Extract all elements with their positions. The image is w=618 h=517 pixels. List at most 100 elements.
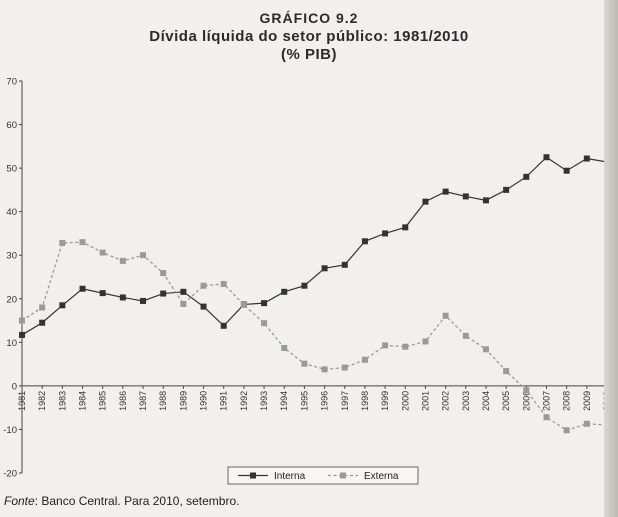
y-tick-label: 10 (6, 338, 17, 349)
data-point-interna (361, 238, 368, 245)
source-note: Fonte: Banco Central. Para 2010, setembr… (4, 494, 239, 508)
data-point-externa (462, 332, 469, 339)
x-tick-label: 2008 (562, 391, 572, 411)
x-tick-label: 1996 (320, 391, 330, 411)
data-point-interna (301, 282, 308, 289)
data-point-interna (19, 331, 25, 338)
x-tick-label: 1984 (78, 391, 88, 411)
data-point-externa (301, 360, 308, 367)
data-point-externa (341, 364, 348, 371)
data-point-interna (422, 198, 429, 205)
data-point-interna (321, 265, 328, 272)
data-point-interna (79, 285, 86, 292)
data-point-externa (59, 240, 66, 247)
legend-marker-externa (340, 472, 346, 479)
x-tick-label: 1997 (340, 391, 350, 411)
data-point-interna (200, 303, 207, 310)
data-point-interna (462, 193, 469, 200)
x-tick-label: 1982 (37, 391, 47, 411)
data-point-interna (59, 302, 66, 309)
data-point-externa (99, 249, 106, 256)
x-tick-label: 1983 (57, 391, 67, 411)
y-tick-label: 40 (6, 207, 17, 218)
data-point-externa (543, 414, 550, 421)
data-point-externa (119, 257, 126, 264)
x-tick-label: 2009 (582, 391, 592, 411)
data-point-interna (523, 173, 530, 180)
data-point-externa (240, 301, 247, 308)
x-tick-label: 1998 (360, 391, 370, 411)
x-tick-label: 1991 (219, 391, 229, 411)
data-point-interna (563, 167, 570, 174)
data-point-interna (583, 155, 590, 162)
x-tick-label: 2005 (501, 391, 511, 411)
data-point-interna (442, 188, 449, 195)
data-point-interna (402, 224, 409, 231)
data-point-externa (583, 420, 590, 427)
source-label: Fonte (4, 494, 35, 508)
chart-title: Dívida líquida do setor público: 1981/20… (149, 28, 469, 45)
x-tick-label: 2001 (420, 391, 430, 411)
x-tick-label: 1981 (17, 391, 27, 411)
data-point-interna (341, 261, 348, 268)
legend-marker-interna (250, 472, 256, 479)
data-point-interna (220, 322, 227, 329)
x-tick-label: 1995 (299, 391, 309, 411)
chart-unit: (% PIB) (281, 46, 337, 63)
legend-label-interna: Interna (274, 471, 306, 482)
data-point-interna (482, 197, 489, 204)
data-point-externa (563, 427, 570, 434)
data-point-interna (180, 288, 187, 295)
data-point-externa (19, 317, 25, 324)
y-tick-label: 20 (6, 294, 17, 305)
data-point-interna (140, 297, 147, 304)
x-tick-label: 2003 (461, 391, 471, 411)
data-point-externa (503, 368, 510, 375)
x-tick-label: 1987 (138, 391, 148, 411)
data-point-interna (503, 186, 510, 193)
data-point-externa (160, 270, 167, 277)
data-point-interna (99, 290, 106, 297)
data-point-externa (39, 304, 46, 311)
data-point-interna (160, 290, 167, 297)
chart-titles: GRÁFICO 9.2 Dívida líquida do setor públ… (0, 10, 618, 63)
series-line-externa (21, 241, 608, 432)
data-point-interna (281, 288, 288, 295)
data-point-externa (220, 280, 227, 287)
data-point-externa (321, 366, 328, 373)
y-tick-label: -10 (3, 425, 17, 436)
data-point-interna (39, 319, 46, 326)
data-point-externa (523, 387, 530, 394)
y-tick-label: 0 (12, 381, 17, 392)
x-tick-label: 2000 (400, 391, 410, 411)
legend-box (227, 466, 419, 485)
x-tick-label: 1986 (118, 391, 128, 411)
data-point-externa (180, 301, 187, 308)
data-point-externa (281, 344, 288, 351)
x-tick-label: 1985 (98, 391, 108, 411)
y-tick-label: 60 (6, 120, 17, 131)
x-tick-label: 1989 (178, 391, 188, 411)
x-tick-label: 2002 (441, 391, 451, 411)
data-point-interna (119, 294, 126, 301)
y-tick-label: 50 (6, 164, 17, 175)
data-point-externa (261, 320, 268, 327)
y-tick-label: 30 (6, 251, 17, 262)
data-point-externa (140, 252, 147, 259)
x-tick-label: 2004 (481, 391, 491, 411)
data-point-externa (382, 342, 389, 349)
x-tick-label: 1990 (199, 391, 209, 411)
source-text: : Banco Central. Para 2010, setembro. (34, 494, 240, 508)
figure-label: GRÁFICO 9.2 (259, 10, 359, 26)
legend-label-externa: Externa (364, 471, 399, 482)
data-point-externa (79, 239, 86, 246)
x-tick-label: 1992 (239, 391, 249, 411)
x-tick-label: 2006 (521, 391, 531, 411)
y-tick-label: 70 (6, 77, 17, 88)
data-point-externa (200, 282, 207, 289)
data-point-externa (402, 343, 409, 350)
page-edge (604, 0, 618, 517)
data-point-externa (442, 312, 449, 319)
data-point-interna (543, 154, 550, 161)
